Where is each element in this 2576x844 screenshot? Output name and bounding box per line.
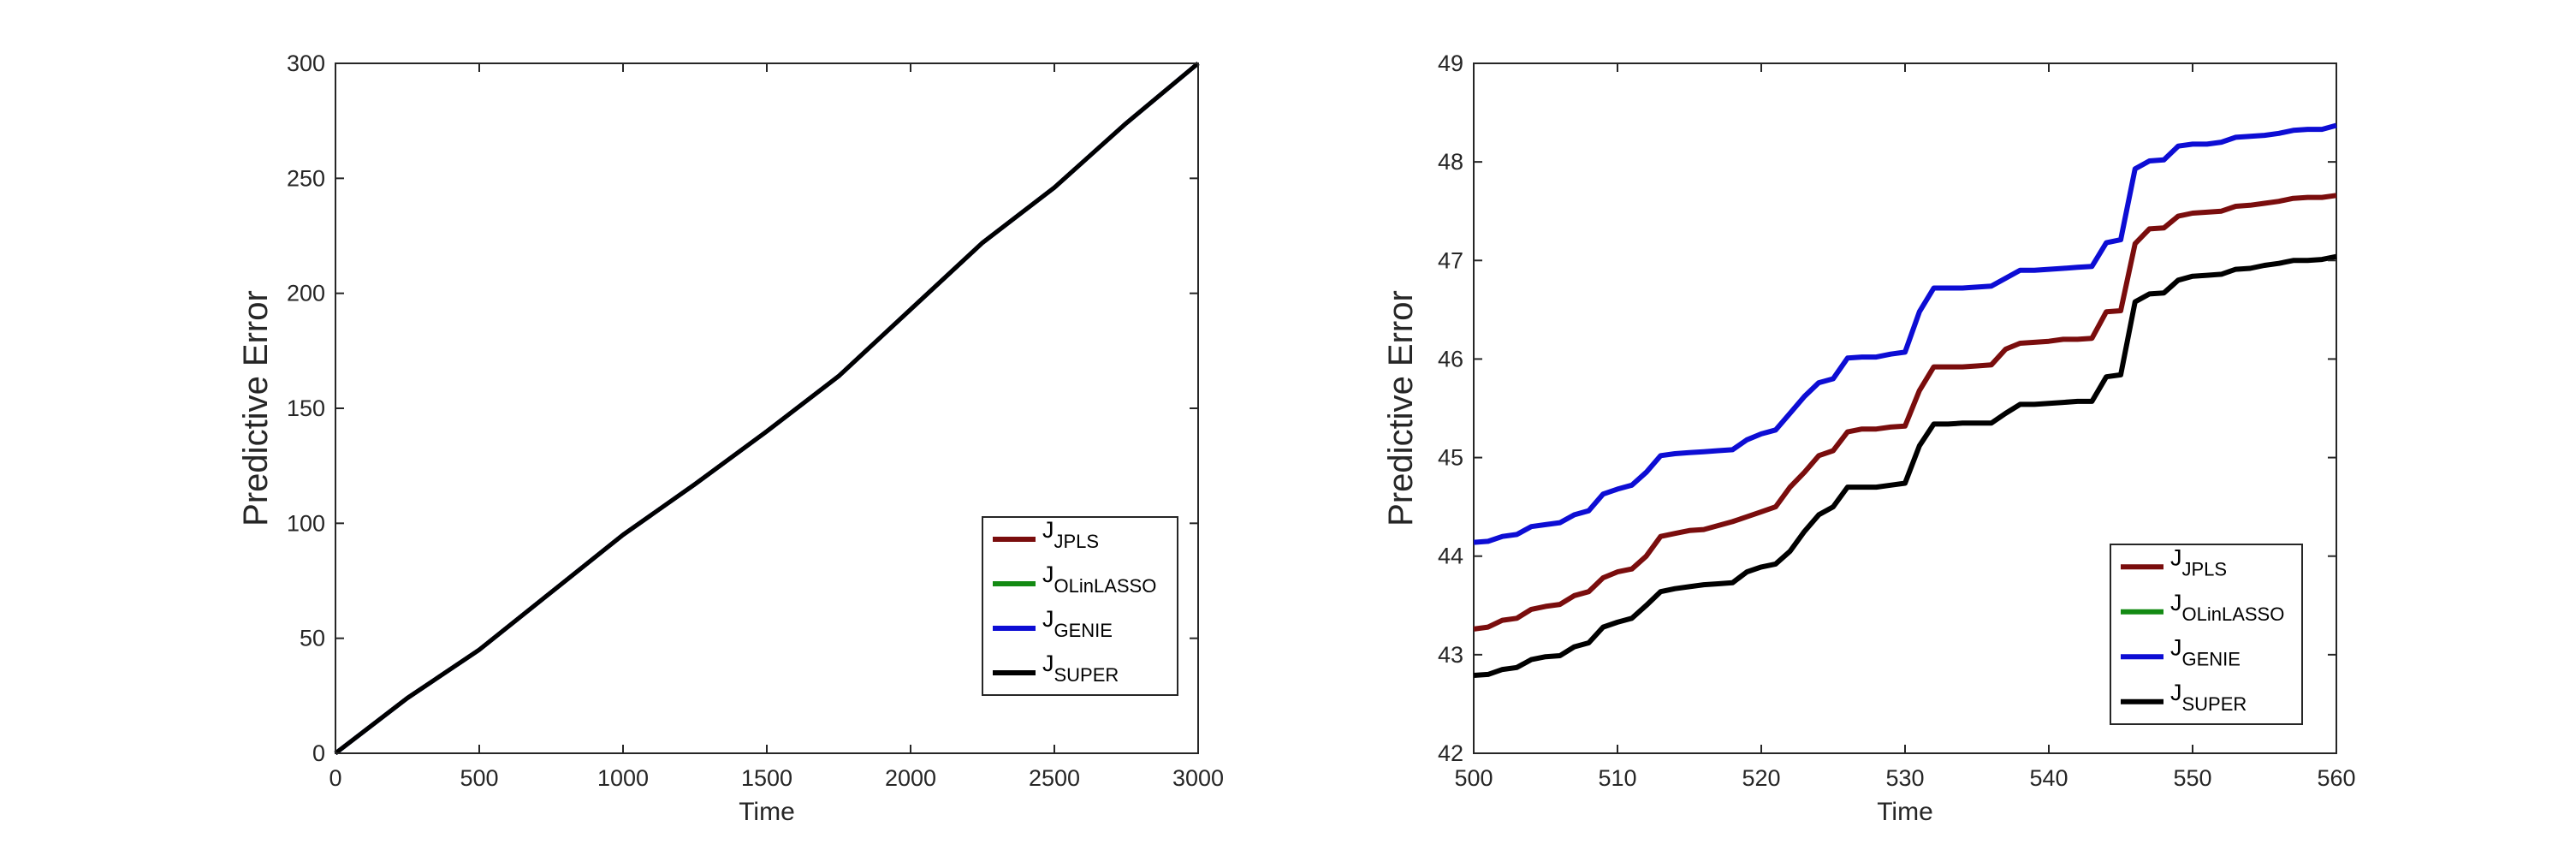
legend-main: J [2170,544,2182,570]
legend-main: J [1042,562,1054,587]
right-x-axis-label: Time [1877,798,1933,826]
y-tick-label: 200 [287,281,325,306]
x-tick-label: 530 [1885,765,1924,791]
y-tick-label: 150 [287,395,325,421]
y-tick-label: 47 [1438,247,1463,273]
left-chart: 0 500 1000 1500 2000 2500 3000 0 50 100 150 200 250 3… [237,51,1224,826]
x-tick-label: 3000 [1172,765,1224,791]
x-tick-label: 2000 [885,765,936,791]
legend-main: J [1042,606,1054,632]
legend-entry-jpls: JJPLS [2170,544,2227,580]
legend-main: J [2170,590,2182,615]
legend-main: J [1042,517,1054,543]
left-series-lines [334,62,1200,755]
y-tick-label: 100 [287,510,325,536]
x-tick-label: 1500 [741,765,792,791]
legend-subscript: SUPER [1054,664,1119,686]
x-tick-label: 550 [2173,765,2211,791]
x-tick-label: 500 [460,765,498,791]
x-tick-label: 1000 [597,765,649,791]
left-ticks: 0 500 1000 1500 2000 2500 3000 0 50 100 150 200 250 3… [287,51,1224,791]
legend-main: J [2170,634,2182,660]
y-tick-label: 44 [1438,544,1463,569]
y-tick-label: 43 [1438,642,1463,668]
series-line-super [1473,253,2337,678]
right-ticks: 500 510 520 530 540 550 560 42 43 44 45 46 47 48 49 [1438,51,2356,791]
legend-entry-genie: JGENIE [2170,634,2241,669]
y-tick-label: 49 [1438,51,1463,76]
legend-subscript: GENIE [2182,648,2241,669]
x-tick-label: 540 [2029,765,2068,791]
y-tick-label: 250 [287,165,325,191]
y-tick-label: 45 [1438,445,1463,471]
series-line-genie [1473,122,2337,545]
x-tick-label: 0 [329,765,341,791]
x-tick-label: 560 [2317,765,2355,791]
y-tick-label: 48 [1438,149,1463,175]
right-chart: 500 510 520 530 540 550 560 42 43 44 45 46 47 48 49 Ti… [1382,51,2356,826]
legend-subscript: SUPER [2182,693,2247,715]
legend-box [982,516,1178,696]
legend-subscript: JPLS [2182,558,2228,580]
y-tick-label: 0 [312,740,325,766]
left-x-axis-label: Time [739,798,795,826]
legend-subscript: OLinLASSO [1054,575,1157,597]
right-y-axis-label: Predictive Error [1382,290,1420,526]
legend-box [2110,544,2303,725]
series-line-jpls [1473,193,2337,632]
x-tick-label: 510 [1598,765,1636,791]
legend-subscript: OLinLASSO [2182,603,2285,625]
x-tick-label: 500 [1454,765,1493,791]
right-series-lines [1473,122,2337,678]
legend-subscript: GENIE [1054,620,1113,641]
legend-subscript: JPLS [1054,531,1100,552]
left-y-axis-label: Predictive Error [237,290,275,526]
legend-main: J [2170,680,2182,705]
legend-entry-super: JSUPER [1042,651,1119,686]
y-tick-label: 50 [300,626,325,651]
legend-entry-olinlasso: JOLinLASSO [1042,562,1156,597]
y-tick-label: 46 [1438,346,1463,371]
legend-entry-olinlasso: JOLinLASSO [2170,590,2284,625]
legend-main: J [1042,651,1054,676]
x-tick-label: 520 [1742,765,1780,791]
x-tick-label: 2500 [1029,765,1080,791]
series-line-super [334,62,1200,755]
y-tick-label: 300 [287,51,325,76]
legend-entry-genie: JGENIE [1042,606,1113,641]
legend-entry-super: JSUPER [2170,680,2247,715]
legend-entry-jpls: JJPLS [1042,517,1099,552]
y-tick-label: 42 [1438,740,1463,766]
